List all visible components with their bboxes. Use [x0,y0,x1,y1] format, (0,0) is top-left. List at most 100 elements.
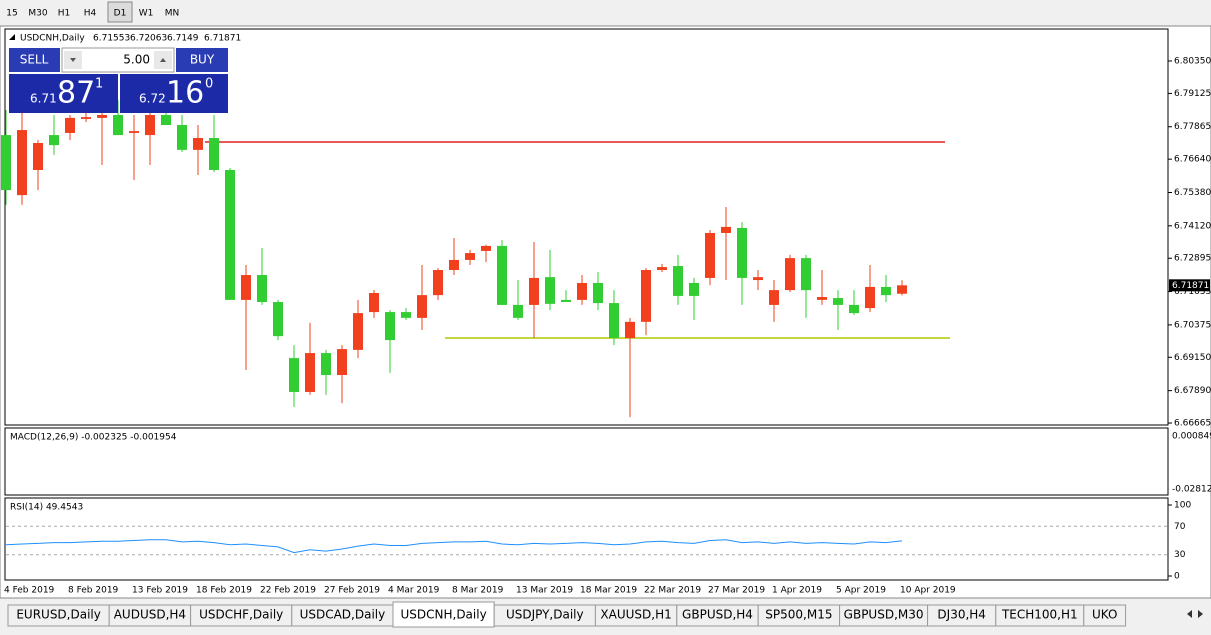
candle-body [769,290,779,305]
candle-body [577,282,587,300]
tab-label[interactable]: DJ30,H4 [937,608,986,622]
candle-body [609,303,619,338]
lot-value[interactable]: 5.00 [123,53,150,67]
timeframe-label[interactable]: H1 [58,9,71,19]
x-tick-label: 8 Mar 2019 [452,586,504,596]
candle-body [417,295,427,318]
tab-label[interactable]: USDCAD,Daily [300,608,386,622]
y-tick-label: 6.77865 [1174,122,1211,132]
timeframe-label[interactable]: W1 [139,9,154,19]
candle-body [433,270,443,296]
timeframe-label[interactable]: H4 [84,9,97,19]
rsi-line [5,539,903,554]
candle-body [465,253,475,260]
candle-body [65,117,75,133]
candle-body [337,349,347,376]
timeframe-button[interactable] [0,2,24,22]
macd-axis-label: -0.028124 [1172,485,1211,495]
tab-scroll[interactable] [1187,610,1203,618]
candle-body [817,296,827,300]
timeframe-button[interactable] [52,2,76,22]
candle-body [177,125,187,150]
x-tick-label: 13 Mar 2019 [516,586,573,596]
tab[interactable] [1083,604,1127,627]
candle-body [801,258,811,291]
tab-label[interactable]: TECH100,H1 [1001,608,1078,622]
toolbar [0,0,1211,24]
timeframe-label[interactable]: D1 [114,9,127,19]
ask-box[interactable] [120,74,228,113]
candle-body [81,117,91,119]
candle-body [481,245,491,251]
tab-label[interactable]: USDCNH,Daily [400,608,486,622]
candle-body [209,137,219,170]
candle-body [17,130,27,196]
timeframe-label[interactable]: M30 [28,9,47,19]
tab-label[interactable]: SP500,M15 [765,608,832,622]
ohlc-high: 6.72063 [130,34,167,44]
candle-body [561,299,571,303]
tab-label[interactable]: EURUSD,Daily [16,608,101,622]
bid-box[interactable] [9,74,118,113]
y-tick-label: 6.71635 [1174,287,1211,297]
macd-axis-label: 0.000849 [1172,432,1211,442]
rsi-tick-label: 0 [1174,572,1180,582]
timeframe-label[interactable]: 15 [6,9,17,19]
sell-button[interactable] [9,48,60,72]
y-tick-label: 6.76640 [1174,155,1211,165]
timeframe-button[interactable] [78,2,102,22]
candle-body [593,282,603,304]
y-tick-label: 6.74120 [1174,221,1211,231]
timeframe-button[interactable] [26,2,50,22]
timeframe-label[interactable]: MN [165,9,180,19]
timeframe-button[interactable] [160,2,184,22]
x-tick-label: 10 Apr 2019 [900,586,956,596]
candle-body [225,170,235,300]
candle-body [545,277,555,304]
candle-body [49,135,59,146]
tab-label[interactable]: AUDUSD,H4 [114,608,186,622]
x-tick-label: 22 Mar 2019 [644,586,701,596]
x-tick-label: 1 Apr 2019 [772,586,822,596]
tab-label[interactable]: XAUUSD,H1 [600,608,671,622]
x-tick-label: 4 Feb 2019 [4,586,55,596]
ask-fraction: 0 [205,77,213,92]
candle-body [257,275,267,303]
y-tick-label: 6.80350 [1174,57,1211,67]
x-tick-label: 27 Mar 2019 [708,586,765,596]
ask-big-figure: 6.72 [139,92,166,106]
candle-body [865,286,875,309]
ohlc-close: 6.71871 [204,34,241,44]
candle-body [785,258,795,291]
x-tick-label: 8 Feb 2019 [68,586,119,596]
timeframe-button[interactable] [107,1,133,23]
y-tick-label: 6.70375 [1174,320,1211,330]
bid-big-figure: 6.71 [30,92,57,106]
candle-body [145,114,155,136]
candle-body [353,313,363,350]
buy-label[interactable]: BUY [190,53,215,67]
tab-label[interactable]: GBPUSD,H4 [682,608,753,622]
macd-label: MACD(12,26,9) -0.002325 -0.001954 [10,433,177,443]
candle-body [753,277,763,281]
buy-button[interactable] [176,48,228,72]
x-tick-label: 13 Feb 2019 [132,586,188,596]
candle-body [241,275,251,300]
candle-body [193,137,203,150]
candle-body [321,353,331,376]
tab-label[interactable]: UKO [1092,608,1117,622]
candle-body [689,282,699,296]
tab-label[interactable]: USDCHF,Daily [199,608,283,622]
main-panel [4,28,1169,426]
candle-body [641,270,651,322]
tab-label[interactable]: GBPUSD,M30 [844,608,924,622]
sell-label[interactable]: SELL [20,53,49,67]
tab-label[interactable]: USDJPY,Daily [506,608,584,622]
candle-body [289,358,299,392]
price-tag-label: 6.71871 [1172,281,1209,291]
symbol: USDCNH,Daily [20,34,85,44]
y-tick-label: 6.66665 [1174,419,1211,429]
timeframe-button[interactable] [134,2,158,22]
down-arrow [70,58,76,62]
